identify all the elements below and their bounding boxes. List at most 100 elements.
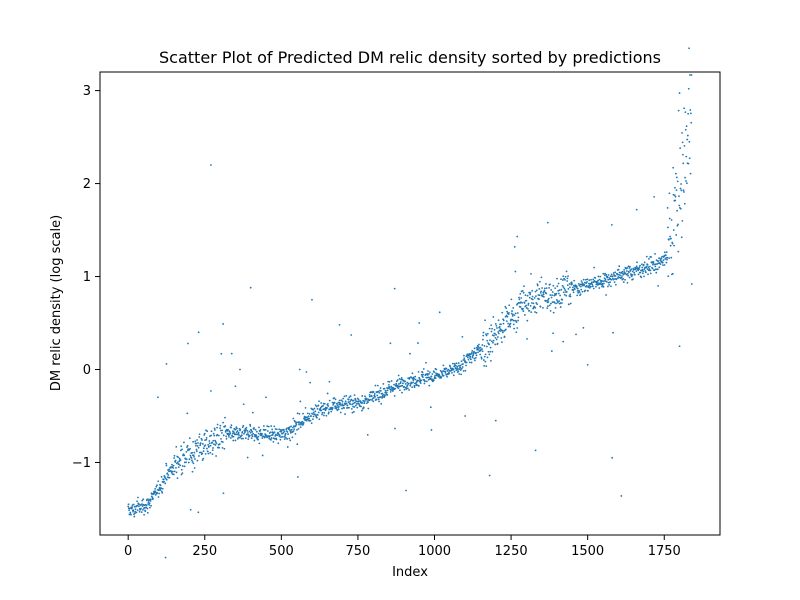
data-point [459, 369, 462, 371]
data-point [192, 454, 195, 457]
data-point [394, 387, 397, 390]
data-point [494, 337, 497, 339]
data-point [487, 350, 490, 353]
data-point [428, 372, 430, 375]
data-point [381, 397, 384, 399]
data-point [397, 374, 400, 377]
data-point [571, 283, 573, 285]
data-point [647, 266, 650, 269]
data-point [469, 355, 472, 358]
data-point [552, 284, 555, 287]
data-point [688, 140, 691, 143]
data-point [573, 279, 576, 282]
data-point [650, 256, 652, 258]
data-point [442, 374, 445, 377]
data-point [568, 283, 571, 285]
data-point [521, 290, 524, 292]
data-point [435, 368, 438, 371]
data-point [516, 327, 519, 329]
data-point [681, 219, 684, 222]
data-point [534, 290, 537, 293]
data-point [453, 365, 456, 368]
data-point [489, 346, 492, 349]
data-point [194, 458, 196, 460]
x-tick-label: 1000 [418, 544, 451, 559]
data-point [283, 430, 286, 433]
data-point [377, 398, 380, 401]
data-point [543, 289, 546, 292]
data-point [132, 510, 134, 513]
data-point [582, 326, 585, 329]
data-point [295, 423, 298, 426]
data-point [452, 368, 455, 371]
data-point [507, 322, 509, 325]
data-point [561, 284, 564, 287]
data-point [336, 403, 338, 405]
data-point [579, 283, 582, 286]
data-point [671, 242, 674, 245]
data-point [413, 386, 416, 389]
data-point [586, 363, 589, 366]
data-point [367, 407, 370, 410]
data-point [438, 374, 441, 377]
data-point [270, 438, 272, 441]
data-point [135, 511, 138, 514]
data-point [477, 345, 480, 348]
data-point [271, 428, 274, 431]
data-point [500, 323, 502, 326]
data-point [611, 456, 614, 459]
data-point [478, 343, 480, 346]
data-point [492, 341, 494, 344]
data-point [129, 511, 132, 514]
data-point [364, 395, 366, 398]
data-point [627, 274, 629, 277]
data-point [340, 399, 343, 402]
data-point [390, 380, 393, 382]
data-point [488, 474, 491, 477]
data-point [183, 441, 185, 444]
data-point [347, 401, 350, 403]
data-point [356, 406, 359, 409]
data-point [662, 264, 664, 267]
data-point [246, 456, 249, 459]
data-point [488, 353, 491, 356]
data-point [677, 109, 680, 112]
data-point [211, 449, 214, 452]
data-point [254, 428, 257, 431]
data-point [429, 371, 431, 374]
data-point [427, 370, 429, 372]
data-point [179, 449, 182, 452]
data-point [685, 155, 688, 158]
data-point [323, 411, 326, 414]
data-point [217, 434, 220, 437]
data-point [485, 345, 488, 348]
data-point [234, 385, 237, 388]
data-point [384, 390, 387, 392]
data-point [312, 411, 315, 414]
plot-frame [99, 71, 721, 536]
data-point [383, 387, 386, 390]
data-point [379, 387, 382, 389]
data-point [564, 275, 567, 278]
data-point [465, 364, 467, 367]
data-point [678, 195, 680, 198]
data-point [477, 348, 480, 351]
data-point [232, 431, 235, 434]
data-point [296, 412, 299, 415]
data-point [331, 408, 334, 411]
data-point [602, 286, 605, 288]
data-point [542, 306, 544, 309]
data-point [440, 371, 443, 374]
data-point [343, 407, 346, 409]
data-point [433, 375, 436, 378]
data-point [414, 375, 417, 378]
y-axis: −1 0 1 2 3 [72, 84, 100, 471]
data-point [612, 331, 614, 334]
data-point [246, 433, 248, 436]
data-point [460, 373, 463, 376]
data-point [648, 265, 651, 268]
data-point [214, 444, 217, 446]
data-point [393, 383, 395, 386]
data-point [251, 435, 254, 438]
data-point [216, 433, 219, 436]
